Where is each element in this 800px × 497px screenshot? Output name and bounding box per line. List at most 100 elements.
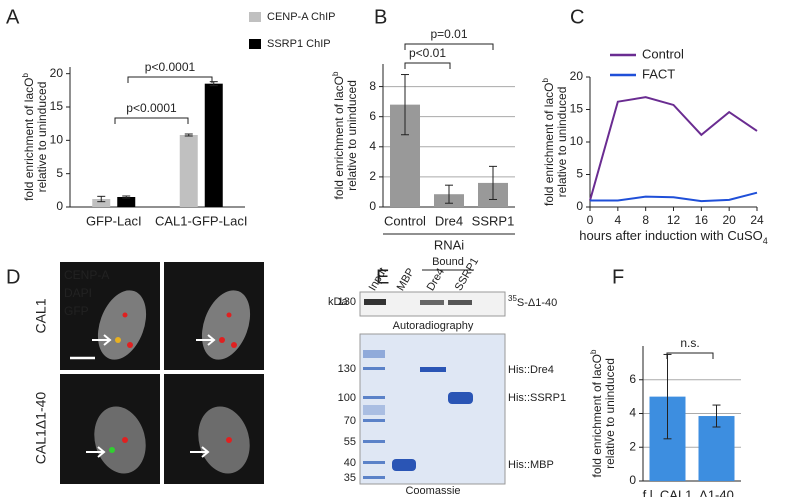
y-axis-label: relative to uninduced xyxy=(345,80,359,191)
x-tick-label: Control xyxy=(384,213,426,228)
band xyxy=(364,299,386,305)
superscript: b xyxy=(331,71,340,76)
y-tick-label: 2 xyxy=(629,439,636,453)
bracket xyxy=(127,76,213,83)
y-tick-label: 10 xyxy=(570,134,584,148)
y-axis-label: fold enrichment of lacOb xyxy=(541,78,557,206)
x-tick-label: f.l. CAL1 xyxy=(643,487,693,497)
spot xyxy=(226,312,232,318)
panel-letter: A xyxy=(6,6,20,28)
legend-swatch xyxy=(249,39,261,49)
error-bar xyxy=(401,74,409,136)
x-tick-label: 16 xyxy=(695,213,709,227)
y-tick-label: 5 xyxy=(576,167,583,181)
y-tick-label: 10 xyxy=(50,133,64,147)
arrow xyxy=(92,334,112,346)
x-tick-label: 20 xyxy=(722,213,736,227)
annotation: p=0.01 xyxy=(430,27,467,41)
ladder xyxy=(363,350,385,479)
legend-label: CENP-A ChIP xyxy=(267,11,335,23)
spot xyxy=(127,342,133,348)
y-tick-label: 8 xyxy=(369,79,376,93)
arrow xyxy=(190,446,210,458)
y-axis-label-text: fold enrichment of lacO xyxy=(22,78,36,201)
y-tick-label: 0 xyxy=(56,199,63,213)
y-tick-label: 0 xyxy=(629,473,636,487)
annotation: p<0.0001 xyxy=(145,60,196,74)
y-axis-label-text: fold enrichment of lacO xyxy=(332,76,346,199)
arrow xyxy=(196,334,216,346)
bar xyxy=(92,199,111,207)
x-tick-label: 4 xyxy=(614,213,621,227)
caption: Autoradiography xyxy=(393,320,474,332)
x-tick-label: 24 xyxy=(750,213,764,227)
y-axis-label: relative to uninduced xyxy=(603,358,617,469)
y-axis-label: fold enrichment of lacOb xyxy=(589,349,605,477)
x-axis-label: hours after induction with CuSO4 xyxy=(579,228,768,246)
error-bar xyxy=(184,133,193,137)
y-axis-label-text: fold enrichment of lacO xyxy=(542,83,556,206)
chromosome xyxy=(198,406,250,474)
spot xyxy=(231,342,237,348)
bar xyxy=(204,83,223,207)
annotation: p<0.0001 xyxy=(126,101,177,115)
y-tick-label: 5 xyxy=(56,166,63,180)
y-tick-label: 15 xyxy=(50,99,64,113)
y-axis-label: relative to uninduced xyxy=(35,82,49,193)
panel-letter: B xyxy=(374,6,387,28)
bar xyxy=(179,135,198,207)
marker-label: 35 xyxy=(344,472,356,484)
y-tick-label: 20 xyxy=(50,66,64,80)
marker-label: 130 xyxy=(338,363,356,375)
error-bar xyxy=(712,404,721,428)
y-axis-label: fold enrichment of lacOb xyxy=(331,71,347,199)
x-tick-label: Δ1-40 xyxy=(699,487,734,497)
lane-label: MBP xyxy=(395,266,417,293)
x-tick-label: GFP-LacI xyxy=(86,213,142,228)
line xyxy=(590,191,758,203)
band-label: His::SSRP1 xyxy=(508,392,566,404)
group-label: RNAi xyxy=(434,237,464,252)
marker-label: 100 xyxy=(338,392,356,404)
gel xyxy=(359,333,506,485)
y-tick-label: 6 xyxy=(629,372,636,386)
marker-label: 70 xyxy=(344,415,356,427)
spot xyxy=(226,437,232,443)
spot xyxy=(122,312,128,318)
band xyxy=(420,367,446,372)
micrographs xyxy=(60,262,264,484)
superscript: b xyxy=(21,73,30,78)
y-tick-label: 2 xyxy=(369,169,376,183)
band-label: His::Dre4 xyxy=(508,364,554,376)
marker-label: 55 xyxy=(344,436,356,448)
line xyxy=(589,96,758,201)
spot xyxy=(219,337,225,343)
bracket xyxy=(666,352,714,359)
y-tick-label: 0 xyxy=(369,199,376,213)
marker-label: 130 xyxy=(338,296,356,308)
chromosome xyxy=(97,290,147,360)
error-bar xyxy=(445,184,453,204)
x-tick-label: 0 xyxy=(587,213,594,227)
channel-label: GFP xyxy=(64,304,89,318)
bracket xyxy=(404,43,494,50)
spot xyxy=(115,337,121,343)
spot xyxy=(122,437,128,443)
channel-label: CENP-A xyxy=(64,268,109,282)
y-tick-label: 6 xyxy=(369,109,376,123)
arrow xyxy=(86,446,106,458)
unit-label: kDa xyxy=(328,296,348,308)
panel-letter: E xyxy=(376,266,389,288)
error-bar xyxy=(97,195,106,203)
panel-letter: D xyxy=(6,266,20,288)
superscript: b xyxy=(589,349,598,354)
annotation: n.s. xyxy=(680,336,699,350)
marker-label: 40 xyxy=(344,457,356,469)
row-label: CAL1 xyxy=(33,298,49,333)
chromosome xyxy=(94,406,146,474)
panel-letter: C xyxy=(570,6,584,28)
panel-letter: F xyxy=(612,266,624,288)
band xyxy=(448,392,473,404)
y-tick-label: 15 xyxy=(570,102,584,116)
